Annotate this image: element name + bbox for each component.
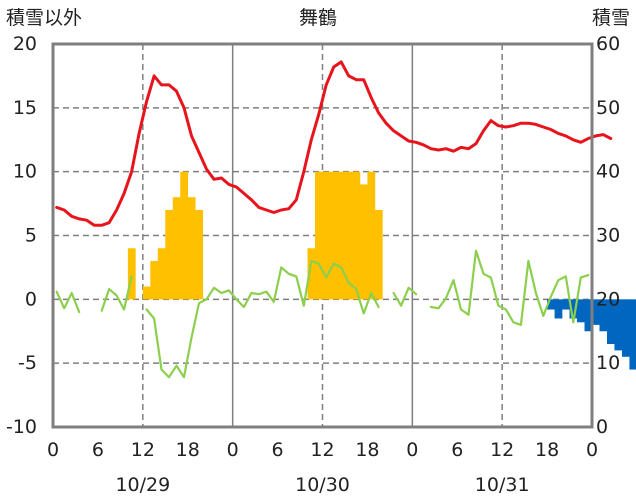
date-labels: 10/29 10/30 10/31 [115,474,529,496]
snow-bar [329,171,338,300]
plot-border [51,42,594,429]
date-label: 10/30 [295,474,350,496]
change-line [55,249,590,379]
snow-bar [127,248,136,300]
left-tick-label: -5 [18,352,37,374]
plot-frame [51,42,594,429]
snow-bar [315,171,323,300]
x-tick-label: 18 [176,439,200,461]
snow-bar [359,184,368,300]
snow-bar [606,299,615,345]
x-tick-label: 18 [535,439,559,461]
snow-bar [195,209,204,300]
snow-bar [150,261,159,300]
snow-bar [344,171,353,300]
right-tick-label: 60 [596,33,620,55]
right-axis-label: 積雪 [592,7,630,29]
x-tick-label: 6 [92,439,104,461]
x-tick-label: 0 [586,439,598,461]
x-tick-labels: 0 6 12 18 0 6 12 18 0 6 12 18 0 [47,439,598,461]
snow-bar [352,171,361,300]
snow-bar [142,286,151,300]
snow-bar [322,171,331,300]
x-tick-label: 0 [227,439,239,461]
x-tick-label: 0 [47,439,59,461]
snow-bar [307,248,316,300]
x-tick-label: 6 [451,439,463,461]
left-tick-label: 10 [13,161,37,183]
date-label: 10/31 [475,474,530,496]
snow-bar [592,299,600,325]
bars [127,171,636,370]
snow-bar [614,299,623,351]
left-tick-label: 0 [25,288,37,310]
right-tick-label: 30 [596,225,620,247]
right-tick-label: 20 [596,288,620,310]
series-lines [55,60,613,379]
snow-bar [554,299,563,319]
snow-bar [165,209,174,300]
right-tick-label: 40 [596,161,620,183]
x-tick-label: 6 [272,439,284,461]
right-tick-label: 50 [596,97,620,119]
snow-bar [547,299,555,310]
left-axis-label: 積雪以外 [6,7,82,29]
snow-bar [569,299,578,319]
snow-bar [367,171,376,300]
snow-bar [180,171,189,300]
snow-bar [629,299,636,370]
snow-bar [599,299,608,332]
x-tick-label: 0 [406,439,418,461]
snow-bar [187,197,196,300]
x-tick-label: 12 [310,439,334,461]
left-tick-labels: 20 15 10 5 0 -5 -10 [6,33,37,438]
snow-bar [577,299,585,323]
snow-bar [621,299,630,357]
right-tick-label: 10 [596,352,620,374]
snow-bar [562,299,570,310]
snow-bar [157,248,166,300]
left-tick-label: -10 [6,416,37,438]
left-tick-label: 5 [25,225,37,247]
snow-bar [172,197,181,300]
snow-bar [337,171,346,300]
x-tick-label: 12 [131,439,155,461]
x-tick-label: 18 [355,439,379,461]
temperature-line [55,60,613,227]
left-tick-label: 20 [13,33,37,55]
x-tick-label: 12 [490,439,514,461]
date-label: 10/29 [115,474,170,496]
left-tick-label: 15 [13,97,37,119]
right-tick-label: 0 [596,416,608,438]
snow-bar [584,299,593,332]
snow-bar [374,209,383,300]
chart-title: 舞鶴 [299,7,337,29]
right-tick-labels: 60 50 40 30 20 10 0 [596,33,620,438]
